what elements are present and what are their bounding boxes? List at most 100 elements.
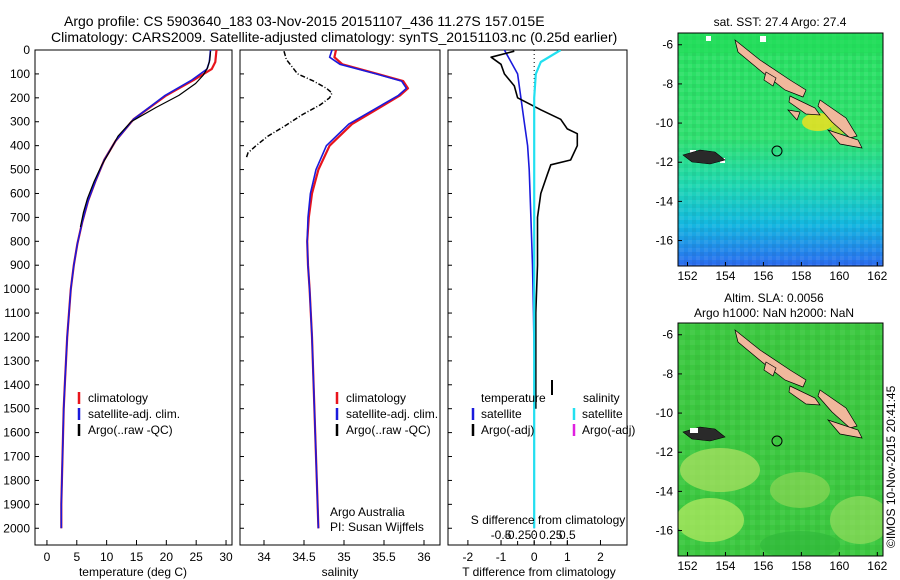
lat-tick-label: -12 bbox=[656, 155, 674, 169]
island bbox=[826, 129, 863, 149]
imos-timestamp: ©IMOS 10-Nov-2015 20:41:45 bbox=[884, 385, 898, 548]
x-tick-label: 35.5 bbox=[372, 550, 396, 564]
series-line-1 bbox=[490, 50, 579, 409]
x-tick-label: -2 bbox=[463, 550, 474, 564]
y-tick-label: 1500 bbox=[3, 402, 30, 416]
lat-tick-label: -16 bbox=[656, 234, 674, 248]
lat-tick-label: -14 bbox=[656, 484, 674, 498]
lon-tick-label: 156 bbox=[753, 269, 773, 283]
difference-panel-frame bbox=[447, 49, 628, 546]
y-tick-label: 200 bbox=[10, 91, 30, 105]
sla-map-axes: 152 154 156 158 160 162 -6 -8 -10 -12 -14 -16 bbox=[656, 328, 888, 573]
cloud-gap bbox=[706, 36, 711, 41]
legend-argo: Argo(..raw -QC) bbox=[346, 423, 431, 437]
y-tick-label: 0 bbox=[23, 43, 30, 57]
x-tick-label: 25 bbox=[190, 550, 204, 564]
sla-map bbox=[678, 323, 883, 556]
lat-tick-label: -10 bbox=[656, 406, 674, 420]
legend-satellite: satellite-adj. clim. bbox=[88, 407, 180, 421]
lon-tick-label: 162 bbox=[867, 269, 887, 283]
x-tick-label: 0 bbox=[531, 550, 538, 564]
sla-map-title: Altim. SLA: 0.0056 bbox=[724, 291, 824, 305]
y-tick-label: 1900 bbox=[3, 497, 30, 511]
y-tick-label: 1300 bbox=[3, 354, 30, 368]
argo-float-marker bbox=[771, 145, 783, 157]
argo-float-marker bbox=[771, 435, 783, 447]
series-line-2 bbox=[79, 51, 212, 228]
lat-tick-label: -16 bbox=[656, 524, 674, 538]
lat-tick-label: -14 bbox=[656, 194, 674, 208]
lon-tick-label: 156 bbox=[753, 559, 773, 573]
difference-xlabel: T difference from climatology bbox=[462, 565, 616, 579]
island bbox=[734, 329, 807, 388]
y-tick-label: 900 bbox=[10, 258, 30, 272]
temperature-panel-frame bbox=[34, 49, 233, 546]
legend-t-argo: Argo(-adj) bbox=[481, 423, 534, 437]
sla-high-patch bbox=[678, 498, 744, 542]
y-tick-label: 800 bbox=[10, 234, 30, 248]
sst-map bbox=[678, 33, 883, 266]
lat-tick-label: -8 bbox=[662, 77, 673, 91]
x-tick-label: 5 bbox=[73, 550, 80, 564]
y-tick-label: 600 bbox=[10, 186, 30, 200]
legend-climatology: climatology bbox=[346, 391, 406, 405]
x-tick-label: 34 bbox=[257, 550, 271, 564]
legend-s-argo: Argo(-adj) bbox=[582, 423, 635, 437]
island bbox=[788, 385, 821, 406]
series-line-1 bbox=[306, 50, 408, 529]
legend-s-satellite: satellite bbox=[582, 407, 623, 421]
island bbox=[734, 39, 807, 98]
series-line-0 bbox=[306, 50, 410, 529]
y-tick-label: 100 bbox=[10, 67, 30, 81]
x-tick-label: -1 bbox=[496, 550, 507, 564]
x-tick-label: 20 bbox=[160, 550, 174, 564]
temperature-plot bbox=[60, 50, 218, 529]
sst-map-title: sat. SST: 27.4 Argo: 27.4 bbox=[714, 15, 847, 29]
series-line-0 bbox=[60, 50, 218, 529]
salinity-xlabel: salinity bbox=[322, 565, 359, 579]
lat-tick-label: -6 bbox=[662, 328, 673, 342]
lon-tick-label: 152 bbox=[677, 269, 697, 283]
x-top-tick-label: 0.5 bbox=[559, 528, 576, 542]
lon-tick-label: 162 bbox=[867, 559, 887, 573]
x-top-tick-label: -0.5 bbox=[491, 528, 512, 542]
cloud-gap bbox=[760, 36, 766, 42]
sst-map-frame bbox=[677, 32, 884, 267]
series-line-2 bbox=[245, 50, 333, 158]
header-line2: Climatology: CARS2009. Satellite-adjuste… bbox=[51, 29, 617, 45]
y-tick-label: 300 bbox=[10, 115, 30, 129]
sla-high-patch bbox=[770, 472, 830, 508]
lat-tick-label: -12 bbox=[656, 445, 674, 459]
lat-tick-label: -10 bbox=[656, 116, 674, 130]
sla-high-patch bbox=[830, 496, 883, 544]
y-tick-label: 1700 bbox=[3, 450, 30, 464]
temperature-xlabel: temperature (deg C) bbox=[79, 565, 187, 579]
sst-map-axes: 152 154 156 158 160 162 -6 -8 -10 -12 -14 -16 bbox=[656, 38, 888, 283]
legend-title-salinity: salinity bbox=[583, 391, 620, 405]
caption-argo-australia: Argo Australia bbox=[330, 505, 405, 519]
sla-map-frame bbox=[677, 322, 884, 557]
y-tick-label: 2000 bbox=[3, 521, 30, 535]
x-tick-label: 1 bbox=[564, 550, 571, 564]
lon-tick-label: 160 bbox=[829, 559, 849, 573]
y-tick-label: 1800 bbox=[3, 473, 30, 487]
series-line-0 bbox=[503, 50, 536, 529]
y-tick-label: 1200 bbox=[3, 330, 30, 344]
caption-pi: PI: Susan Wijffels bbox=[330, 520, 424, 534]
series-line-2 bbox=[533, 50, 562, 529]
x-tick-label: 0 bbox=[44, 550, 51, 564]
sst-pixel-texture bbox=[678, 33, 883, 266]
difference-x-axis: -2 -1 0 1 2-0.5-0.25 0 0.250.5 bbox=[448, 49, 604, 564]
salinity-panel-frame bbox=[239, 49, 441, 546]
y-tick-label: 1000 bbox=[3, 282, 30, 296]
x-top-tick-label: -0.25 bbox=[504, 528, 532, 542]
sla-high-patch bbox=[680, 448, 760, 492]
island bbox=[763, 71, 777, 87]
lon-tick-label: 154 bbox=[715, 269, 735, 283]
lon-tick-label: 158 bbox=[791, 559, 811, 573]
x-tick-label: 2 bbox=[597, 550, 604, 564]
y-tick-label: 1400 bbox=[3, 378, 30, 392]
legend-t-satellite: satellite bbox=[481, 407, 522, 421]
lat-tick-label: -6 bbox=[662, 38, 673, 52]
